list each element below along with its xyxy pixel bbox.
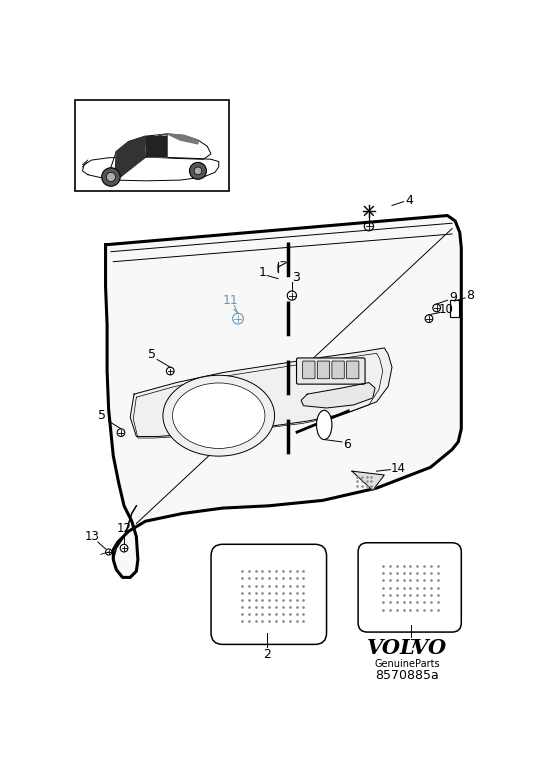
- FancyBboxPatch shape: [332, 361, 344, 378]
- Text: 5: 5: [148, 348, 156, 361]
- Ellipse shape: [316, 411, 332, 439]
- Text: 14: 14: [391, 461, 406, 475]
- FancyBboxPatch shape: [211, 544, 327, 644]
- FancyBboxPatch shape: [75, 100, 229, 191]
- Polygon shape: [167, 134, 198, 144]
- Ellipse shape: [163, 375, 274, 456]
- Polygon shape: [146, 134, 167, 157]
- FancyBboxPatch shape: [317, 361, 330, 378]
- Text: 3: 3: [292, 271, 300, 284]
- Circle shape: [189, 163, 207, 179]
- Text: 2: 2: [263, 648, 271, 661]
- FancyBboxPatch shape: [346, 361, 359, 378]
- Text: 11: 11: [222, 294, 238, 307]
- Text: 4: 4: [405, 194, 413, 206]
- Polygon shape: [105, 216, 461, 577]
- Text: GenuineParts: GenuineParts: [374, 658, 440, 669]
- Circle shape: [107, 172, 116, 181]
- Ellipse shape: [173, 383, 265, 448]
- Polygon shape: [352, 471, 384, 490]
- FancyBboxPatch shape: [450, 300, 459, 317]
- Polygon shape: [111, 134, 211, 180]
- FancyBboxPatch shape: [358, 543, 461, 632]
- Circle shape: [194, 167, 202, 174]
- Text: 1: 1: [259, 266, 266, 279]
- Text: 9: 9: [450, 291, 457, 303]
- Text: 10: 10: [438, 303, 454, 316]
- Text: 12: 12: [117, 522, 131, 536]
- FancyBboxPatch shape: [146, 136, 167, 157]
- Polygon shape: [301, 382, 375, 408]
- Text: 13: 13: [84, 530, 99, 543]
- Text: 8570885a: 8570885a: [376, 669, 439, 682]
- Polygon shape: [130, 348, 392, 436]
- Text: VOLVO: VOLVO: [367, 638, 448, 658]
- FancyBboxPatch shape: [296, 358, 365, 384]
- Text: 5: 5: [98, 409, 107, 422]
- Text: 7: 7: [409, 638, 417, 651]
- Polygon shape: [115, 136, 146, 180]
- Text: 6: 6: [343, 438, 351, 450]
- Polygon shape: [82, 157, 219, 181]
- Text: 8: 8: [466, 289, 475, 302]
- Circle shape: [102, 168, 120, 186]
- FancyBboxPatch shape: [303, 361, 315, 378]
